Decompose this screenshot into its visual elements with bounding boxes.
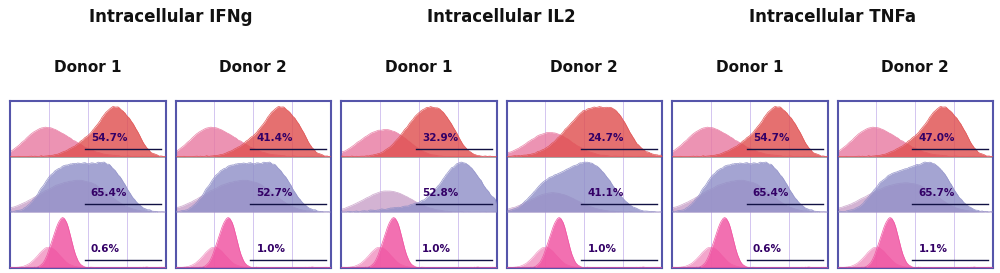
- Text: Donor 1: Donor 1: [716, 60, 784, 75]
- Text: 41.4%: 41.4%: [256, 133, 293, 143]
- Text: 1.1%: 1.1%: [918, 244, 947, 254]
- Text: Intracellular TNFa: Intracellular TNFa: [749, 8, 916, 26]
- Text: 65.4%: 65.4%: [91, 188, 127, 198]
- Text: 54.7%: 54.7%: [91, 133, 127, 143]
- Text: 65.7%: 65.7%: [918, 188, 955, 198]
- Text: Donor 1: Donor 1: [385, 60, 452, 75]
- Text: Intracellular IL2: Intracellular IL2: [427, 8, 576, 26]
- Text: 0.6%: 0.6%: [753, 244, 782, 254]
- Text: Donor 2: Donor 2: [550, 60, 618, 75]
- Text: 1.0%: 1.0%: [422, 244, 451, 254]
- Text: 47.0%: 47.0%: [918, 133, 955, 143]
- Text: 0.6%: 0.6%: [91, 244, 120, 254]
- Text: 41.1%: 41.1%: [587, 188, 624, 198]
- Text: Donor 2: Donor 2: [881, 60, 949, 75]
- Text: 52.8%: 52.8%: [422, 188, 458, 198]
- Text: 1.0%: 1.0%: [256, 244, 285, 254]
- Text: Donor 2: Donor 2: [219, 60, 287, 75]
- Text: 32.9%: 32.9%: [422, 133, 458, 143]
- Text: Intracellular IFNg: Intracellular IFNg: [89, 8, 252, 26]
- Text: 24.7%: 24.7%: [587, 133, 624, 143]
- Text: 65.4%: 65.4%: [753, 188, 789, 198]
- Text: 52.7%: 52.7%: [256, 188, 293, 198]
- Text: 1.0%: 1.0%: [587, 244, 616, 254]
- Text: 54.7%: 54.7%: [753, 133, 789, 143]
- Text: Donor 1: Donor 1: [54, 60, 122, 75]
